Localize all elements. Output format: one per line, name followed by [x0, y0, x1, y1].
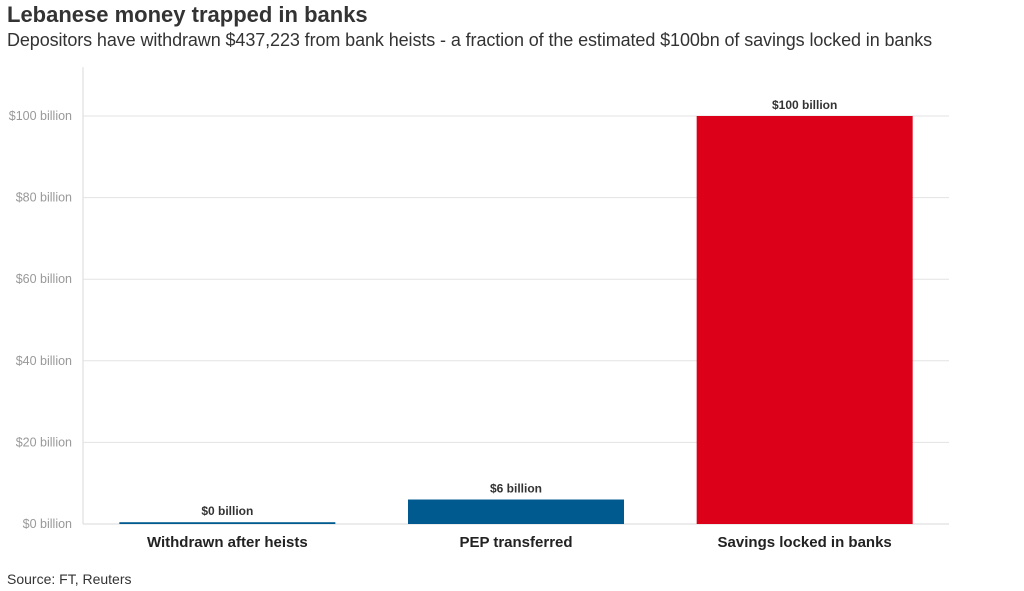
x-category-label: Savings locked in banks	[718, 534, 892, 551]
y-tick-label: $80 billion	[16, 191, 72, 205]
bar	[696, 116, 913, 524]
bars	[119, 116, 913, 524]
y-tick-label: $0 billion	[23, 517, 72, 531]
category-labels: Withdrawn after heists PEP transferred Sav…	[147, 534, 892, 551]
x-category-label: Withdrawn after heists	[147, 534, 308, 551]
bar	[119, 522, 336, 524]
y-tick-label: $20 billion	[16, 435, 72, 449]
data-label: $6 billion	[490, 482, 542, 496]
chart-subtitle: Depositors have withdrawn $437,223 from …	[7, 30, 933, 50]
data-label: $100 billion	[772, 98, 837, 112]
chart-title: Lebanese money trapped in banks	[7, 2, 368, 27]
y-tick-label: $40 billion	[16, 354, 72, 368]
chart-source: Source: FT, Reuters	[7, 571, 132, 587]
data-label: $0 billion	[201, 504, 253, 518]
bar	[408, 499, 624, 524]
y-axis-ticks: $0 billion $20 billion $40 billion $60 bill…	[9, 109, 72, 531]
y-tick-label: $60 billion	[16, 272, 72, 286]
x-category-label: PEP transferred	[459, 534, 572, 551]
y-tick-label: $100 billion	[9, 109, 72, 123]
data-labels: $0 billion $6 billion $100 billion	[201, 98, 837, 518]
